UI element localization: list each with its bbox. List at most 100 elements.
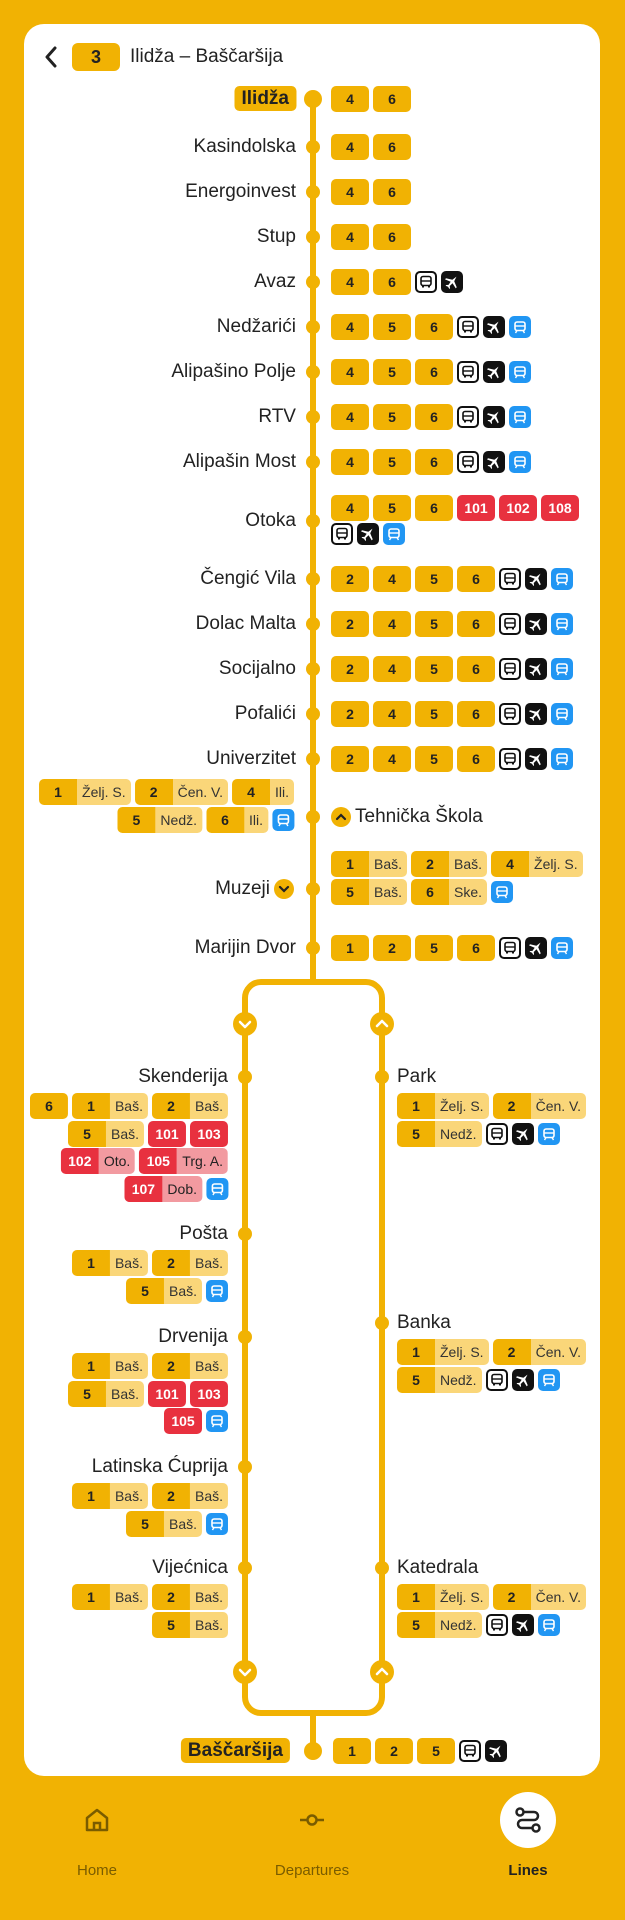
back-button[interactable] [38,42,64,72]
line-chip-2[interactable]: 2 [331,611,369,637]
stop-name[interactable]: Tehnička Škola [355,806,483,828]
line-chip-1[interactable]: 1 Baš. [71,1584,148,1610]
line-chip-6[interactable]: 6 [457,611,495,637]
line-chip-2[interactable]: 2 [331,566,369,592]
line-chip-108[interactable]: 108 [541,495,579,521]
line-chip-6[interactable]: 6 [415,359,453,385]
line-chip-2[interactable]: 2 [331,746,369,772]
line-chip-5[interactable]: 5 Nedž. [117,807,202,833]
line-chip-5[interactable]: 5 Baš. [125,1277,202,1304]
line-chip-5[interactable]: 5 Baš. [151,1611,228,1638]
line-chip-103[interactable]: 103 [190,1380,228,1407]
line-chip-6[interactable]: 6 Ske. [411,879,488,905]
line-chip-1[interactable]: 1 [333,1738,371,1764]
stop-name[interactable]: Vijećnica [152,1557,228,1579]
line-chip-1[interactable]: 1 Želj. S. [39,779,131,805]
line-chip-2[interactable]: 2 Baš. [151,1093,228,1119]
line-chip-4[interactable]: 4 [331,224,369,250]
line-chip-1[interactable]: 1 Želj. S. [397,1584,489,1610]
line-chip-2[interactable]: 2 [331,701,369,727]
line-chip-1[interactable]: 1 Želj. S. [397,1093,489,1119]
line-chip-4[interactable]: 4 [331,314,369,340]
line-chip-2[interactable]: 2 Čen. V. [492,1584,586,1610]
stop-name[interactable]: Alipašin Most [183,451,296,473]
line-chip-6[interactable]: 6 [373,86,411,112]
line-chip-5[interactable]: 5 Baš. [125,1510,202,1537]
stop-name[interactable]: Pofalići [235,703,296,725]
line-chip-1[interactable]: 1 Baš. [71,1483,148,1509]
line-chip-5[interactable]: 5 [373,495,411,521]
nav-lines[interactable]: Lines [468,1792,588,1902]
line-chip-105[interactable]: 105 [164,1408,202,1434]
line-chip-5[interactable]: 5 Baš. [67,1380,144,1407]
line-chip-101[interactable]: 101 [148,1120,186,1147]
line-chip-4[interactable]: 4 [331,179,369,205]
line-chip-102[interactable]: 102 Oto. [60,1148,136,1174]
line-chip-4[interactable]: 4 [373,746,411,772]
stop-name[interactable]: Stup [257,226,296,248]
stop-name[interactable]: RTV [258,406,296,428]
line-chip-107[interactable]: 107 Dob. [124,1175,202,1202]
line-chip-4[interactable]: 4 [373,611,411,637]
chevron-down-icon[interactable] [274,879,294,899]
line-chip-4[interactable]: 4 [373,701,411,727]
line-chip-6[interactable]: 6 [415,404,453,430]
line-chip-5[interactable]: 5 [415,611,453,637]
line-chip-1[interactable]: 1 [331,935,369,961]
line-chip-4[interactable]: 4 Ili. [232,779,294,805]
line-chip-5[interactable]: 5 [373,404,411,430]
line-chip-102[interactable]: 102 [499,495,537,521]
stop-name[interactable]: Latinska Ćuprija [92,1456,228,1478]
line-chip-2[interactable]: 2 Čen. V. [492,1093,586,1119]
line-chip-5[interactable]: 5 [415,701,453,727]
line-chip-1[interactable]: 1 Baš. [71,1093,148,1119]
line-chip-1[interactable]: 1 Baš. [331,851,408,877]
line-chip-2[interactable]: 2 Baš. [411,851,488,877]
stop-name[interactable]: Alipašino Polje [171,361,296,383]
line-chip-4[interactable]: 4 Želj. S. [491,851,583,877]
line-chip-6[interactable]: 6 [373,134,411,160]
stop-name[interactable]: Pošta [179,1223,228,1245]
line-chip-2[interactable]: 2 [331,656,369,682]
line-chip-4[interactable]: 4 [331,404,369,430]
stop-name[interactable]: Avaz [254,271,296,293]
line-chip-6[interactable]: 6 [373,224,411,250]
line-chip-6[interactable]: 6 [457,746,495,772]
line-chip-6[interactable]: 6 [415,449,453,475]
line-chip-6[interactable]: 6 [373,179,411,205]
line-chip-2[interactable]: 2 Baš. [151,1483,228,1509]
line-chip-5[interactable]: 5 [415,656,453,682]
line-chip-5[interactable]: 5 [415,935,453,961]
line-chip-4[interactable]: 4 [331,495,369,521]
line-chip-2[interactable]: 2 Baš. [151,1353,228,1379]
line-chip-6[interactable]: 6 [415,314,453,340]
line-chip-6[interactable]: 6 Ili. [206,807,268,833]
stop-name[interactable]: Marijin Dvor [195,937,296,959]
line-chip-6[interactable]: 6 [415,495,453,521]
terminal-stop-name[interactable]: Baščaršija [180,1738,290,1763]
line-chip-5[interactable]: 5 [415,746,453,772]
line-chip-103[interactable]: 103 [190,1120,228,1147]
line-chip-2[interactable]: 2 Čen. V. [492,1339,586,1365]
stop-name[interactable]: Kasindolska [194,136,296,158]
terminal-stop-name[interactable]: Ilidža [234,86,296,111]
line-chip-2[interactable]: 2 Čen. V. [134,779,228,805]
line-chip-5[interactable]: 5 Nedž. [397,1611,482,1638]
line-chip-4[interactable]: 4 [331,449,369,475]
line-chip-6[interactable]: 6 [457,566,495,592]
stop-name[interactable]: Banka [397,1312,451,1334]
stop-name[interactable]: Otoka [245,510,296,532]
line-chip-4[interactable]: 4 [331,269,369,295]
line-chip-4[interactable]: 4 [373,656,411,682]
line-chip-1[interactable]: 1 Baš. [71,1250,148,1276]
nav-home[interactable]: Home [37,1792,157,1902]
line-chip-2[interactable]: 2 [373,935,411,961]
line-chip-5[interactable]: 5 [415,566,453,592]
line-chip-105[interactable]: 105 Trg. A. [139,1148,228,1174]
line-chip-1[interactable]: 1 Baš. [71,1353,148,1379]
line-chip-5[interactable]: 5 [373,449,411,475]
line-chip-5[interactable]: 5 Nedž. [397,1366,482,1393]
line-chip-6[interactable]: 6 [457,656,495,682]
stop-name[interactable]: Nedžarići [217,316,296,338]
stop-name[interactable]: Park [397,1066,436,1088]
